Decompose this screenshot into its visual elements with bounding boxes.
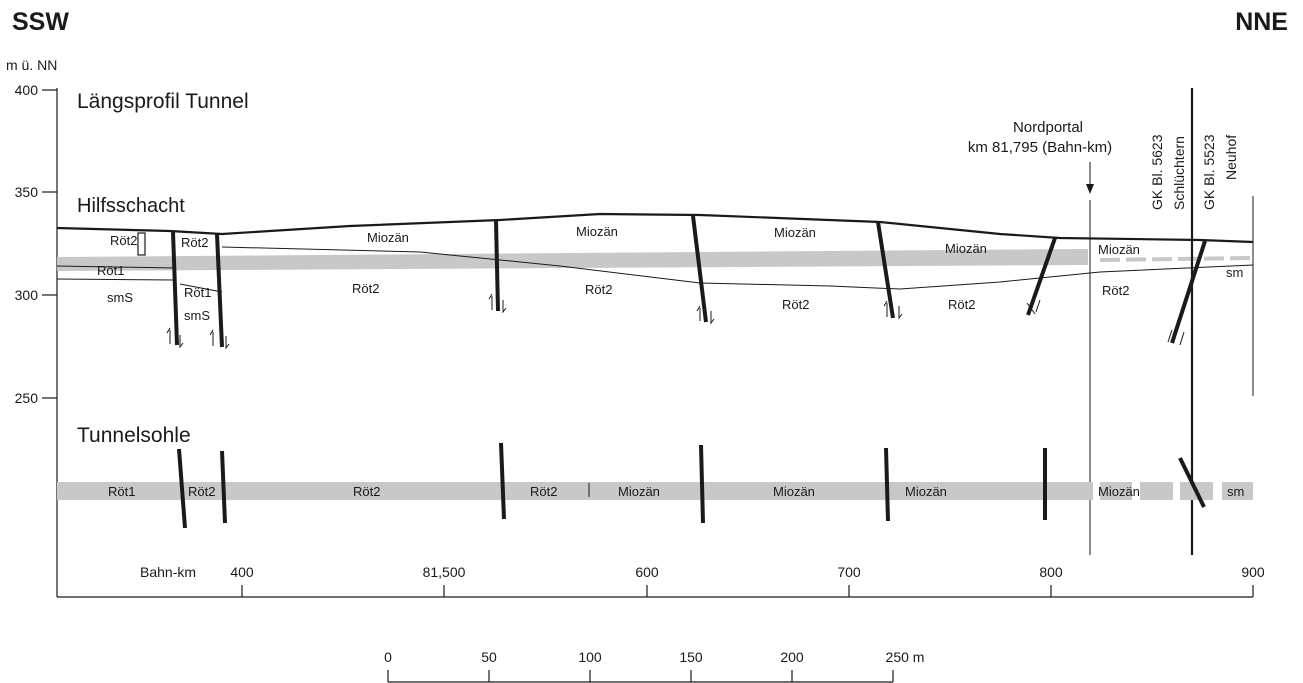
scale-tick-label: 150 — [679, 649, 703, 665]
profile-unit: Röt2 — [181, 235, 208, 250]
profile-unit-labels: Röt2 Röt2 Miozän Miozän Miozän Miozän Mi… — [97, 224, 1243, 323]
scale-tick-label: 100 — [578, 649, 602, 665]
profile-faults — [171, 215, 1207, 348]
scale-tick-label: 0 — [384, 649, 392, 665]
km-tick-label: 400 — [230, 564, 254, 580]
profile-unit: Röt2 — [352, 281, 379, 296]
portal-km: km 81,795 (Bahn-km) — [968, 139, 1112, 156]
profile-unit: smS — [184, 308, 210, 323]
floor-unit-labels: Röt1 Röt2 Röt2 Röt2 Miozän Miozän Miozän… — [108, 484, 1244, 499]
direction-left-label: SSW — [12, 8, 69, 36]
scale-tick-label: 50 — [481, 649, 497, 665]
fault-motion-arrows — [166, 293, 1185, 350]
map-sheet-1-name: Schlüchtern — [1171, 136, 1187, 210]
floor-title: Tunnelsohle — [77, 424, 191, 447]
map-sheet-2-name: Neuhof — [1223, 135, 1239, 180]
floor-faults — [177, 442, 1206, 529]
km-tick-label: 900 — [1241, 564, 1265, 580]
scale-bar-ticks — [387, 670, 894, 682]
shaft-label: Hilfsschacht — [77, 195, 185, 217]
contact-rot1-base — [56, 278, 176, 281]
map-sheet-1-number: GK Bl. 5623 — [1149, 134, 1165, 210]
profile-layer-band-dashed — [1099, 256, 1254, 262]
scale-tick-label: 250 m — [886, 649, 925, 665]
elevation-unit-label: m ü. NN — [6, 57, 57, 73]
profile-unit: Röt1 — [97, 263, 124, 278]
direction-right-label: NNE — [1235, 8, 1288, 36]
profile-unit: Miozän — [774, 225, 816, 240]
floor-layer-band — [57, 482, 1253, 500]
elevation-tick-250: 250 — [15, 390, 39, 406]
floor-unit: sm — [1227, 484, 1244, 499]
floor-unit: Miozän — [773, 484, 815, 499]
profile-title: Längsprofil Tunnel — [77, 90, 249, 113]
portal-name: Nordportal — [1013, 119, 1083, 136]
profile-unit: Röt2 — [782, 297, 809, 312]
km-tick-label: 700 — [837, 564, 861, 580]
contact-rot1-top — [56, 265, 176, 269]
profile-unit: Röt2 — [110, 233, 137, 248]
shaft-marker — [137, 232, 146, 256]
km-axis-prefix: Bahn-km — [140, 564, 196, 580]
elevation-ticks: 400 350 300 250 — [15, 82, 57, 406]
km-axis-ticks — [241, 585, 1254, 597]
profile-layer-band — [57, 249, 1088, 271]
floor-unit: Röt2 — [188, 484, 215, 499]
map-sheet-2-number: GK Bl. 5523 — [1201, 134, 1217, 210]
profile-unit: Miozän — [945, 241, 987, 256]
terrain-surface-line — [56, 212, 1254, 244]
km-tick-label: 800 — [1039, 564, 1063, 580]
profile-unit: Röt2 — [585, 282, 612, 297]
elevation-tick-300: 300 — [15, 287, 39, 303]
floor-unit: Miozän — [618, 484, 660, 499]
profile-unit: smS — [107, 290, 133, 305]
floor-unit: Miozän — [1098, 484, 1140, 499]
floor-unit: Röt1 — [108, 484, 135, 499]
scale-bar-labels: 0 50 100 150 200 250 m — [384, 649, 924, 665]
km-tick-label: 81,500 — [423, 564, 466, 580]
profile-unit: Röt1 — [184, 285, 211, 300]
miocene-base-line — [221, 246, 1254, 290]
profile-unit: sm — [1226, 265, 1243, 280]
profile-unit: Miozän — [576, 224, 618, 239]
floor-unit: Miozän — [905, 484, 947, 499]
portal-arrow-icon — [1086, 184, 1094, 194]
floor-unit: Röt2 — [353, 484, 380, 499]
profile-unit: Miozän — [367, 230, 409, 245]
km-axis-tick-labels: 400 81,500 600 700 800 900 — [230, 564, 1265, 580]
elevation-tick-400: 400 — [15, 82, 39, 98]
profile-unit: Miozän — [1098, 242, 1140, 257]
profile-unit: Röt2 — [1102, 283, 1129, 298]
profile-unit: Röt2 — [948, 297, 975, 312]
elevation-tick-350: 350 — [15, 184, 39, 200]
floor-unit: Röt2 — [530, 484, 557, 499]
contact-rot1-block — [179, 283, 223, 293]
scale-tick-label: 200 — [780, 649, 804, 665]
km-tick-label: 600 — [635, 564, 659, 580]
